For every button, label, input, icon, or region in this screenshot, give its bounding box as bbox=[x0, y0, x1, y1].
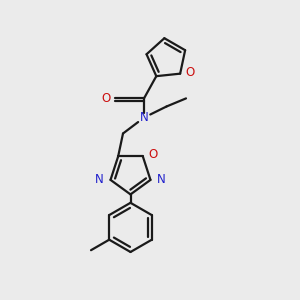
Text: N: N bbox=[140, 111, 148, 124]
Text: O: O bbox=[101, 92, 111, 105]
Text: O: O bbox=[148, 148, 157, 160]
Text: N: N bbox=[95, 173, 104, 186]
Text: N: N bbox=[157, 173, 166, 186]
Text: O: O bbox=[185, 66, 194, 79]
